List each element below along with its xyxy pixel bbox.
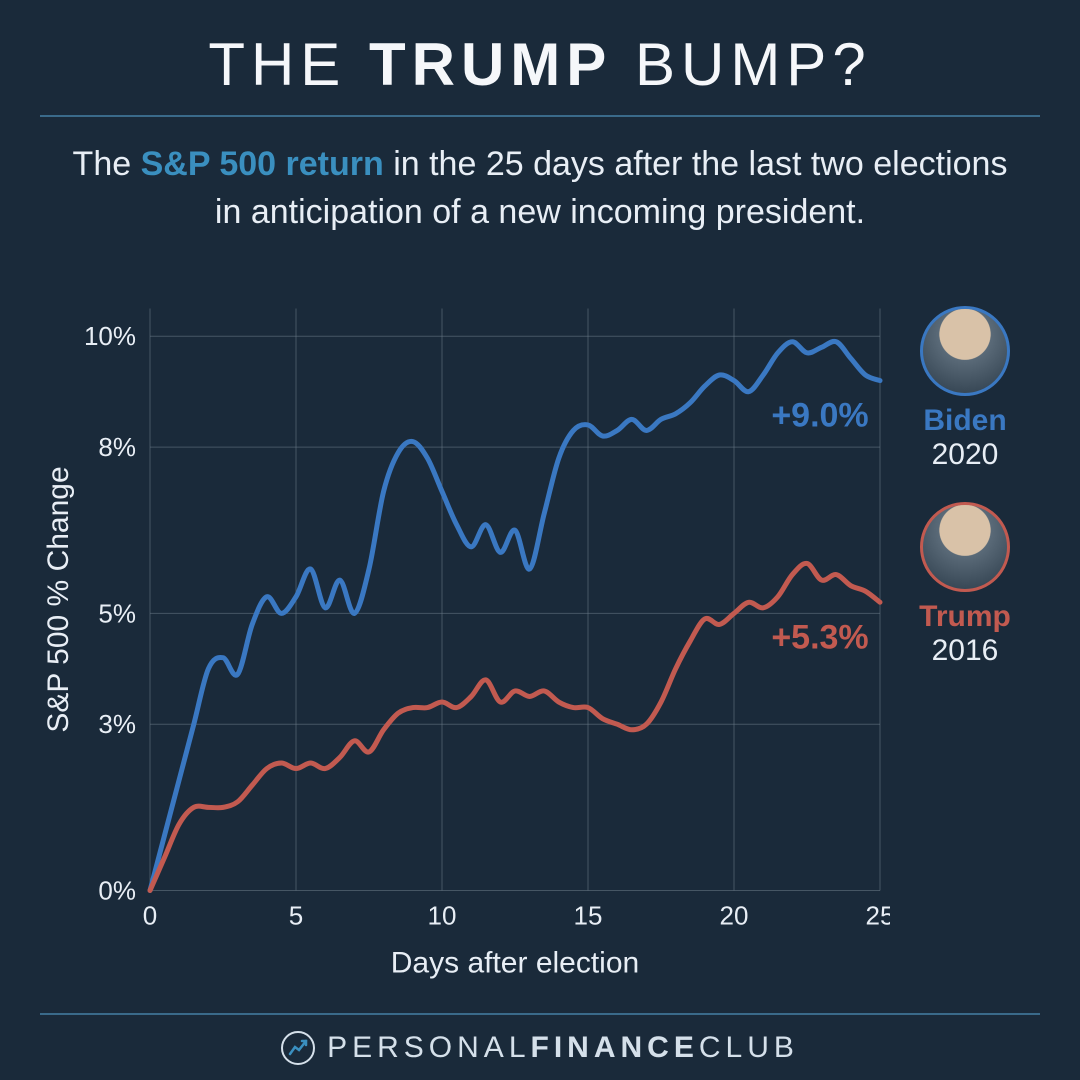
legend-item: Biden2020 [920, 306, 1010, 472]
chart-area: 0 5 10 15 20 25 0% 3% 5% 8% 10% Days after election… [40, 276, 1040, 993]
y-tick-label: 10% [84, 321, 136, 351]
subtitle-pre: The [73, 145, 141, 183]
page-title: THE TRUMP BUMP? [40, 30, 1040, 115]
legend-year: 2016 [919, 634, 1011, 668]
footer-bold: FINANCE [531, 1031, 699, 1064]
title-bold: TRUMP [369, 31, 612, 98]
title-rule [40, 115, 1040, 117]
y-axis-label: S&P 500 % Change [42, 467, 75, 733]
y-tick-label: 5% [98, 599, 136, 629]
title-post: BUMP? [612, 31, 871, 98]
legend-name: Trump [919, 600, 1011, 634]
x-axis-label: Days after election [391, 947, 639, 980]
series-end-label: +5.3% [771, 618, 868, 656]
title-pre: THE [208, 31, 369, 98]
x-tick-label: 5 [289, 901, 303, 931]
x-tick-label: 10 [428, 901, 457, 931]
avatar [920, 306, 1010, 396]
logo-icon [281, 1031, 315, 1065]
x-tick-label: 15 [574, 901, 603, 931]
footer: PERSONALFINANCECLUB [40, 1031, 1040, 1065]
y-tick-label: 3% [98, 709, 136, 739]
subtitle-em: S&P 500 return [141, 145, 384, 183]
line-chart: 0 5 10 15 20 25 0% 3% 5% 8% 10% Days after election… [40, 276, 890, 993]
legend-item: Trump2016 [919, 502, 1011, 668]
y-tick-label: 0% [98, 876, 136, 906]
infographic-container: THE TRUMP BUMP? The S&P 500 return in th… [0, 0, 1080, 1080]
series-end-label: +9.0% [771, 397, 868, 435]
x-tick-label: 25 [866, 901, 890, 931]
legend-name: Biden [920, 404, 1010, 438]
x-tick-label: 20 [720, 901, 749, 931]
avatar [920, 502, 1010, 592]
footer-post: CLUB [699, 1031, 799, 1064]
subtitle: The S&P 500 return in the 25 days after … [40, 141, 1040, 246]
footer-rule [40, 1013, 1040, 1015]
x-tick-label: 0 [143, 901, 157, 931]
legend: Biden2020 Trump2016 [890, 276, 1040, 993]
y-tick-label: 8% [98, 432, 136, 462]
chart-svg-wrap: 0 5 10 15 20 25 0% 3% 5% 8% 10% Days after election… [40, 276, 890, 993]
legend-year: 2020 [920, 438, 1010, 472]
footer-pre: PERSONAL [327, 1031, 530, 1064]
